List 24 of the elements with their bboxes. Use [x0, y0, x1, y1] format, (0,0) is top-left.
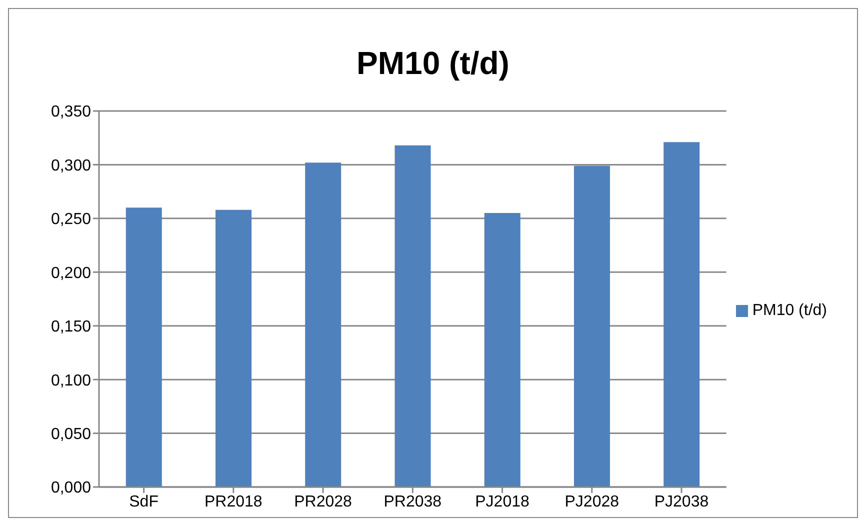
y-tick-label: 0,250	[50, 211, 92, 228]
bar	[126, 208, 162, 487]
legend-label: PM10 (t/d)	[752, 302, 827, 319]
x-tick-label: PR2038	[384, 493, 442, 510]
bar	[484, 213, 520, 487]
x-tick-label: PR2028	[294, 493, 352, 510]
x-tick-label: PR2018	[204, 493, 262, 510]
y-tick-label: 0,200	[50, 264, 92, 282]
bar	[574, 166, 610, 487]
x-tick-label: PJ2028	[564, 493, 620, 510]
x-tick-label: PJ2038	[654, 493, 709, 510]
chart-title: PM10 (t/d)	[356, 44, 510, 83]
y-tick-label: 0,150	[50, 318, 92, 336]
bar	[305, 162, 342, 487]
bar	[394, 145, 431, 487]
y-tick-label: 0,000	[50, 480, 92, 497]
bar	[664, 142, 700, 487]
y-tick-label: 0,100	[50, 372, 92, 390]
y-tick-label: 0,050	[50, 426, 92, 443]
y-tick-label: 0,350	[50, 104, 92, 121]
y-tick-label: 0,300	[50, 157, 92, 174]
x-tick-label: SdF	[129, 493, 159, 510]
bar	[216, 210, 252, 487]
x-tick-label: PJ2018	[475, 493, 530, 510]
